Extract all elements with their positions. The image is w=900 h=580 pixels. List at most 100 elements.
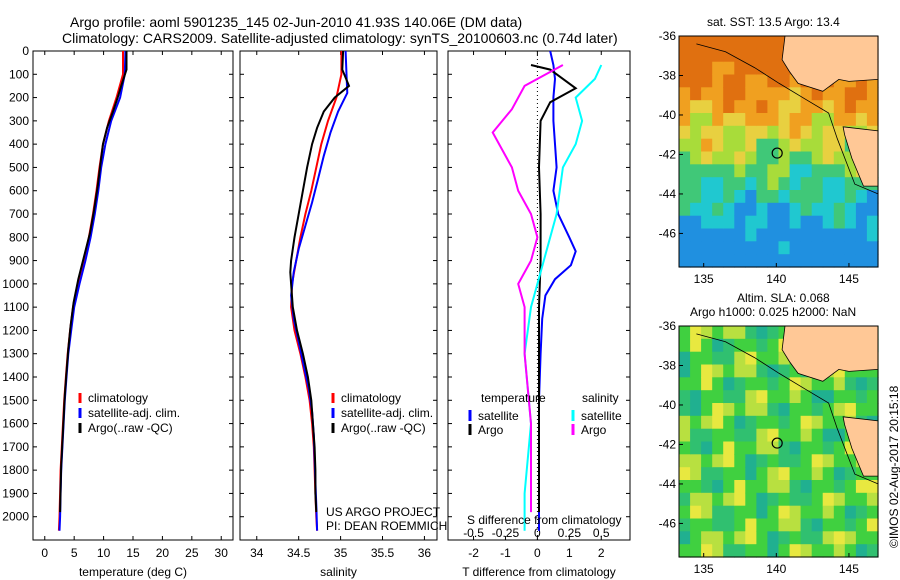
sst-map-cell [811, 177, 824, 191]
sst-map-cell [811, 138, 824, 153]
sst-map-cell [745, 61, 757, 76]
depth-tick-label: 800 [9, 230, 29, 244]
sst-map-cell [679, 254, 691, 268]
sst-map-cell [745, 164, 757, 178]
sla-map-cell [701, 364, 713, 378]
project-line-2: PI: DEAN ROEMMICH [326, 519, 448, 533]
sla-map-y-tick-label: -46 [659, 516, 677, 530]
sla-map-cell [800, 467, 813, 481]
sst-map-cell [855, 87, 868, 101]
sst-map-cell [778, 74, 791, 88]
sla-map-cell [679, 390, 691, 404]
sla-map-cell [756, 544, 769, 558]
depth-tick-label: 900 [9, 254, 29, 268]
sla-map-cell [866, 403, 879, 417]
sla-map-cell [822, 377, 835, 391]
sla-map-cell [767, 338, 780, 353]
sst-map-cell [822, 113, 835, 127]
depth-tick-label: 700 [9, 207, 29, 221]
sst-map-cell [756, 241, 769, 255]
sla-map-cell [745, 390, 757, 404]
sla-map-cell [690, 326, 702, 340]
sst-map-cell [789, 164, 802, 178]
sla-map-cell [734, 377, 746, 391]
sla-map-cell [723, 338, 735, 353]
sst-map-cell [811, 100, 824, 114]
sla-map-x-tick-label: 135 [694, 562, 714, 576]
sla-map-cell [822, 467, 835, 481]
sst-map-cell [712, 151, 724, 165]
sst-map-cell [800, 100, 813, 114]
legend-label: climatology [341, 391, 401, 405]
sst-map-cell [679, 241, 691, 255]
sla-map-cell [679, 505, 691, 520]
sst-map-cell [679, 61, 691, 76]
sla-map-cell [690, 544, 702, 558]
sla-map-cell [767, 377, 780, 391]
sla-map-cell [767, 390, 780, 404]
sst-map-cell [712, 254, 724, 268]
sla-map-cell [701, 441, 713, 455]
difference-series-line [530, 64, 578, 513]
sst-map-cell [679, 87, 691, 101]
sst-map-cell [690, 164, 702, 178]
sla-map-cell [712, 441, 724, 455]
sst-map-cell [789, 190, 802, 204]
sst-map-cell [745, 48, 757, 63]
sla-map-cell [800, 480, 813, 494]
sst-map-cell [811, 228, 824, 242]
sla-map-cell [822, 428, 835, 443]
sst-map-cell [855, 100, 868, 114]
sst-map-cell [822, 87, 835, 101]
sla-map-cell [800, 505, 813, 520]
depth-tick-label: 100 [9, 67, 29, 81]
sst-map-cell [734, 215, 746, 230]
sst-map-cell [844, 100, 857, 114]
legend-label: satellite [478, 409, 519, 423]
sla-map-cell [789, 403, 802, 417]
sla-map-cell [866, 518, 879, 532]
sla-map-cell [844, 531, 857, 545]
sla-map-frame [678, 325, 879, 558]
sst-map-cell [745, 100, 757, 114]
sla-map-cell [701, 403, 713, 417]
sst-map-cell [833, 87, 846, 101]
sla-map-cell [679, 377, 691, 391]
sla-map-cell [723, 531, 735, 545]
sst-map-cell [811, 202, 824, 217]
sst-map-cell [822, 241, 835, 255]
sla-map-cell [800, 531, 813, 545]
sla-map-cell [690, 441, 702, 455]
sla-map-cell [844, 390, 857, 404]
sla-map-cell [756, 531, 769, 545]
sst-map-cell [679, 74, 691, 88]
sst-map-cell [866, 100, 879, 114]
sst-map-cell [745, 113, 757, 127]
sla-map-cell [734, 326, 746, 340]
sla-map-cell [690, 518, 702, 532]
sst-map-cell [811, 164, 824, 178]
sla-map-cell [723, 403, 735, 417]
difference-axis-label: T difference from climatology [462, 565, 616, 579]
sla-map-cell [789, 428, 802, 443]
sla-map-cell [855, 531, 868, 545]
sla-map-cell [811, 505, 824, 520]
sst-map-cell [734, 241, 746, 255]
sst-map-cell [734, 48, 746, 63]
sst-map-cell [811, 125, 824, 140]
legend-label: climatology [88, 391, 148, 405]
sst-map-cell [822, 100, 835, 114]
sst-map-cell [723, 125, 735, 140]
sst-map-cell [756, 36, 769, 50]
sla-map-cell [723, 492, 735, 507]
sla-map-cell [855, 390, 868, 404]
sst-map-cell [833, 113, 846, 127]
sst-map-cell [789, 241, 802, 255]
sla-map-cell [833, 441, 846, 455]
sla-map-cell [723, 364, 735, 378]
sla-map-cell [701, 467, 713, 481]
sst-map-cell [734, 113, 746, 127]
header-line-2: Climatology: CARS2009. Satellite-adjuste… [62, 30, 618, 46]
salinity-series-line [289, 50, 351, 513]
